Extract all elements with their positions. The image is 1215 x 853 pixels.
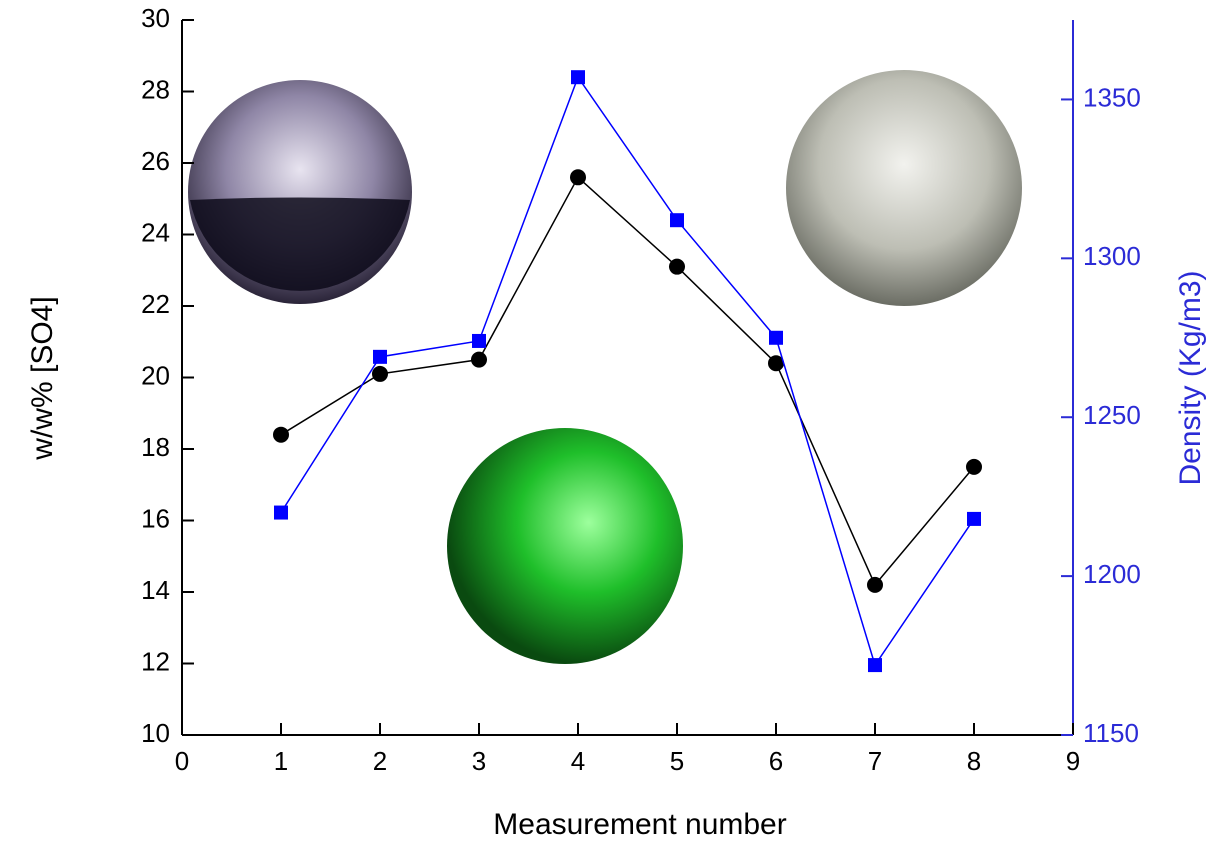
data-point <box>669 259 685 275</box>
y2-tick-label: 1150 <box>1083 718 1139 748</box>
photo-sample <box>786 70 1022 306</box>
data-point <box>273 427 289 443</box>
data-point <box>274 506 288 520</box>
x-tick-label: 7 <box>868 746 882 776</box>
y-tick-label: 26 <box>141 146 170 176</box>
y-tick-label: 14 <box>141 575 170 605</box>
data-point <box>472 334 486 348</box>
photos <box>188 70 1022 664</box>
data-point <box>967 512 981 526</box>
data-point <box>867 577 883 593</box>
y-tick-label: 28 <box>141 74 170 104</box>
y-axis-title: w/w% [SO4] <box>26 296 59 460</box>
y-tick-label: 12 <box>141 646 170 676</box>
y2-tick-label: 1350 <box>1083 82 1141 112</box>
y-tick-label: 18 <box>141 432 170 462</box>
x-tick-label: 3 <box>472 746 486 776</box>
data-point <box>571 70 585 84</box>
data-point <box>670 213 684 227</box>
x-tick-label: 2 <box>373 746 387 776</box>
x-tick-label: 0 <box>175 746 189 776</box>
y-tick-label: 30 <box>141 3 170 33</box>
data-point <box>373 350 387 364</box>
data-point <box>570 169 586 185</box>
x-tick-label: 1 <box>274 746 288 776</box>
x-axis-title: Measurement number <box>493 808 786 841</box>
y2-tick-label: 1200 <box>1083 559 1141 589</box>
data-point <box>372 366 388 382</box>
y-tick-label: 10 <box>141 718 170 748</box>
data-point <box>471 352 487 368</box>
data-point <box>868 658 882 672</box>
y2-tick-label: 1300 <box>1083 241 1141 271</box>
photo-sample <box>447 428 683 664</box>
y2-axis-title: Density (Kg/m3) <box>1174 270 1207 485</box>
y-tick-label: 20 <box>141 360 170 390</box>
x-tick-label: 8 <box>967 746 981 776</box>
chart: Measurement number w/w% [SO4] Density (K… <box>0 0 1215 848</box>
data-point <box>769 331 783 345</box>
x-tick-label: 4 <box>571 746 585 776</box>
photo-liquid <box>190 198 410 291</box>
x-tick-label: 5 <box>670 746 684 776</box>
y-tick-label: 24 <box>141 217 170 247</box>
y-tick-label: 22 <box>141 289 170 319</box>
x-tick-label: 9 <box>1066 746 1080 776</box>
x-tick-label: 6 <box>769 746 783 776</box>
y-tick-label: 16 <box>141 503 170 533</box>
y2-tick-label: 1250 <box>1083 400 1141 430</box>
data-point <box>966 459 982 475</box>
